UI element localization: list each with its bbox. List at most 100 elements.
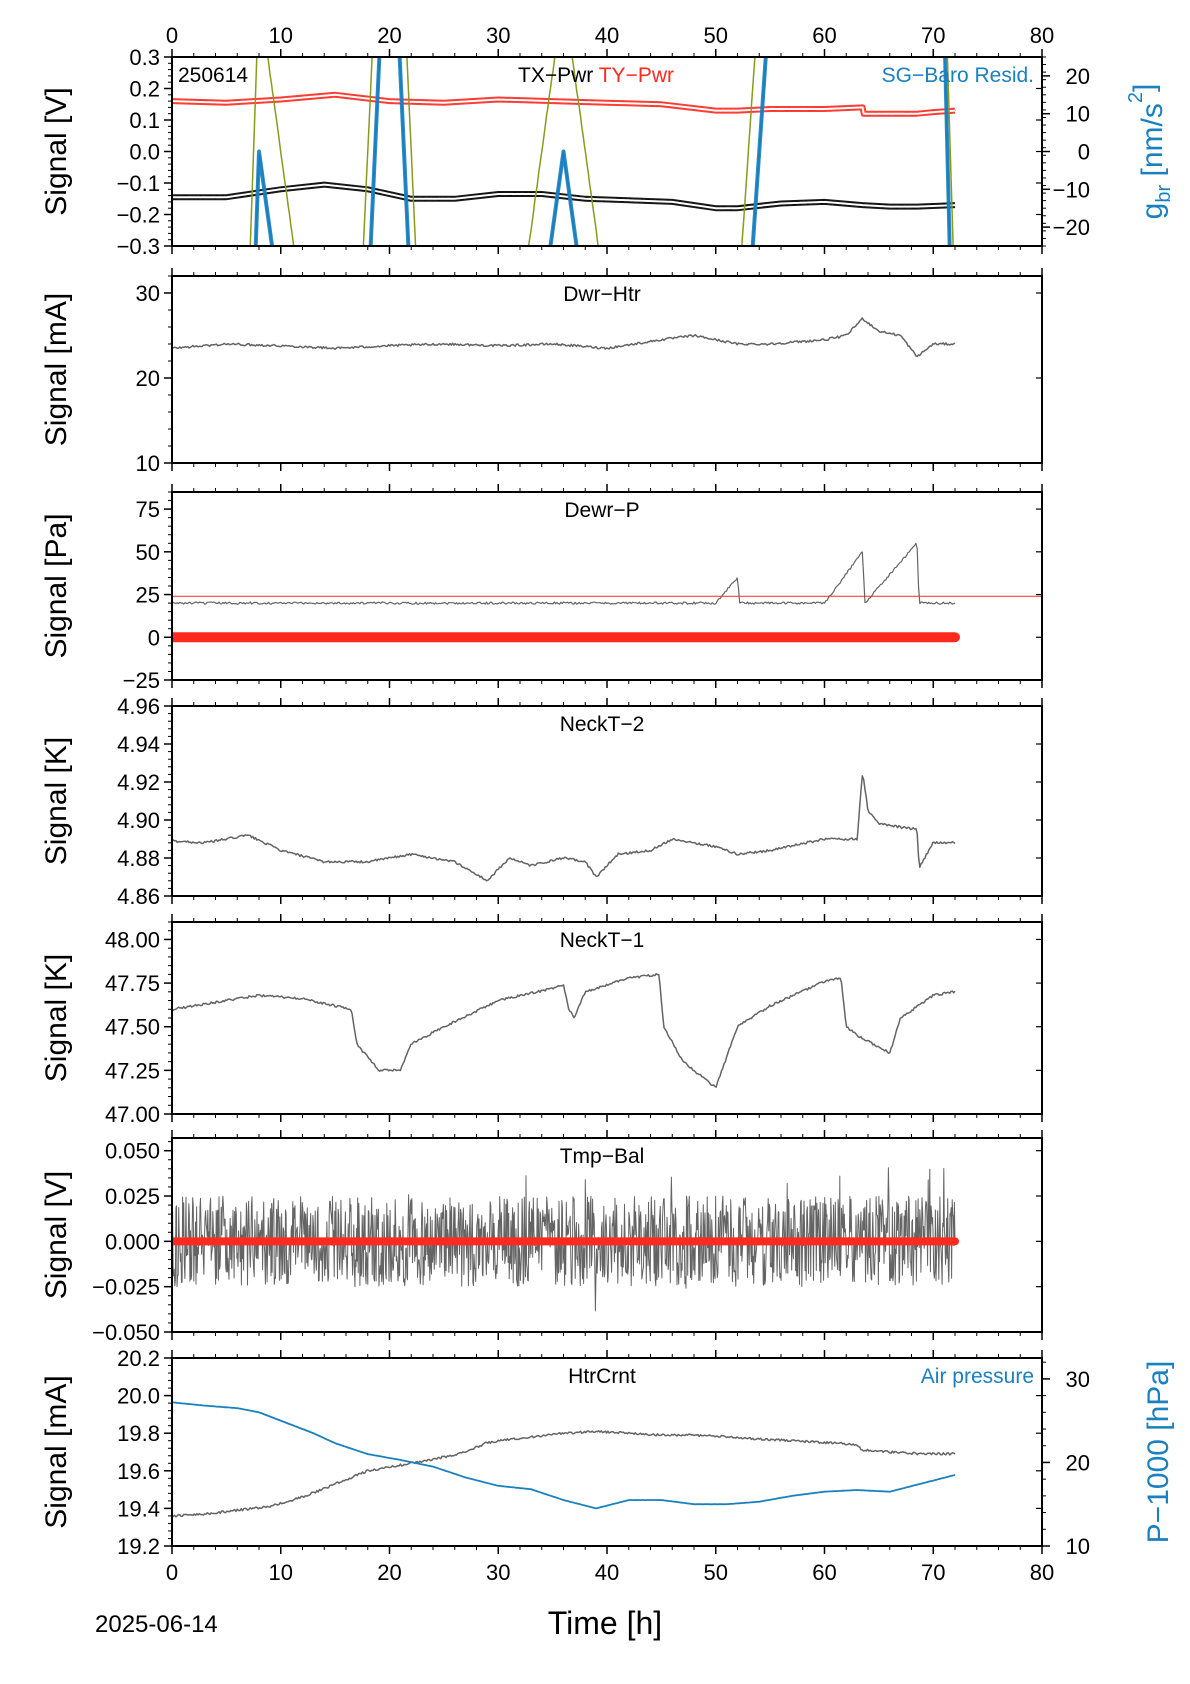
date-label: 2025-06-14 [95, 1611, 218, 1638]
y-tick-label: 19.8 [117, 1421, 160, 1446]
y-tick-label: 0.1 [129, 108, 160, 133]
plot-area [172, 542, 960, 643]
y-tick-label: 50 [136, 540, 160, 565]
series-line [172, 775, 956, 882]
y-tick-label: −0.3 [117, 234, 160, 259]
y2-tick-label: 30 [1066, 1367, 1090, 1392]
top-x-tick-label: 50 [704, 23, 728, 48]
y2-axis-label: P−1000 [hPa] [1142, 1361, 1175, 1544]
y-tick-label: 10 [136, 451, 160, 476]
top-x-tick-label: 40 [595, 23, 619, 48]
y2-axis-label: gbr [nm/s2] [1125, 84, 1175, 220]
y-tick-label: 0 [148, 625, 160, 650]
y-tick-label: 19.6 [117, 1459, 160, 1484]
panel-title: HtrCrnt [568, 1365, 636, 1388]
panel-7: 20.2 20.0 19.8 19.6 19.4 19.2 Signal [mA] HtrCr… [40, 1346, 1175, 1641]
x-tick-label: 20 [377, 1560, 401, 1585]
x-tick-label: 30 [486, 1560, 510, 1585]
panel-1: 0.3 0.2 0.1 0.0 −0.1 −0.2 −0.3 Signal [V] TX−Pwr… [40, 23, 1175, 259]
y-tick-label: 0.3 [129, 45, 160, 70]
y-tick-label: 47.50 [105, 1015, 160, 1040]
x-axis-label: Time [h] [548, 1605, 662, 1641]
y-tick-label: 30 [136, 281, 160, 306]
panel-title: TX−Pwr TY−Pwr [518, 64, 674, 87]
y2-label-part: br [1153, 185, 1175, 203]
y-axis-label: Signal [V] [40, 87, 73, 215]
series-line [172, 1401, 956, 1510]
y2-tick-label: −10 [1053, 177, 1090, 202]
panel-title: Dwr−Htr [563, 283, 641, 306]
plot-area [172, 1167, 959, 1312]
y-tick-label: −0.2 [117, 203, 160, 228]
plot-area [172, 775, 956, 882]
y2-tick-label: 0 [1078, 140, 1090, 165]
y2-tick-label: 20 [1066, 64, 1090, 89]
top-x-tick-label: 30 [486, 23, 510, 48]
top-x-tick-label: 60 [812, 23, 836, 48]
y-tick-label: 47.75 [105, 971, 160, 996]
y-tick-label: 0.025 [105, 1184, 160, 1209]
y-axis-label: Signal [K] [40, 954, 73, 1082]
panel-6: 0.050 0.025 0.000 −0.025 −0.050 Signal [V] Tmp… [40, 1130, 1043, 1345]
y-tick-label: 47.25 [105, 1058, 160, 1083]
x-tick-label: 80 [1030, 1560, 1054, 1585]
top-x-tick-label: 20 [377, 23, 401, 48]
y-tick-label: 4.92 [117, 770, 160, 795]
y-tick-label: 0.2 [129, 77, 160, 102]
series-fit [172, 183, 956, 210]
y-tick-label: 19.2 [117, 1534, 160, 1559]
y-tick-label: 20 [136, 366, 160, 391]
x-tick-label: 60 [812, 1560, 836, 1585]
y2-tick-label: −20 [1053, 215, 1090, 240]
panel-4: 4.96 4.94 4.92 4.90 4.88 4.86 Signal [K] NeckT−… [40, 694, 1043, 909]
y2-tick-label: 10 [1066, 102, 1090, 127]
y-axis-label: Signal [mA] [40, 1375, 73, 1528]
x-tick-label: 50 [704, 1560, 728, 1585]
y-tick-label: 0.050 [105, 1139, 160, 1164]
y-tick-label: −0.1 [117, 171, 160, 196]
y-tick-label: 0.0 [129, 140, 160, 165]
plot-area [172, 57, 956, 246]
y2-label-part: ] [1128, 84, 1161, 92]
y-tick-label: 47.00 [105, 1102, 160, 1127]
panel-5: 48.00 47.75 47.50 47.25 47.00 Signal [K] NeckT… [40, 914, 1043, 1127]
y-axis-label: Signal [Pa] [40, 513, 73, 658]
y-tick-label: −25 [123, 668, 160, 693]
series-line [172, 1430, 956, 1518]
y-tick-label: 75 [136, 497, 160, 522]
y-axis-label: Signal [K] [40, 737, 73, 865]
y-tick-label: 4.94 [117, 732, 160, 757]
y-tick-label: 4.88 [117, 846, 160, 871]
x-tick-label: 0 [166, 1560, 178, 1585]
series-fit [172, 93, 956, 115]
panel-title: Tmp−Bal [560, 1145, 645, 1168]
panel-title: NeckT−2 [560, 713, 645, 736]
y-tick-label: 0.000 [105, 1229, 160, 1254]
panel-3: 75 50 25 0 −25 Signal [Pa] Dewr−P [40, 484, 1043, 693]
top-x-tick-label: 80 [1030, 23, 1054, 48]
panel-title: Dewr−P [564, 499, 639, 522]
series-line [172, 1167, 956, 1312]
y2-tick-label: 10 [1066, 1534, 1090, 1559]
x-tick-label: 70 [921, 1560, 945, 1585]
series-line [172, 972, 956, 1088]
y-tick-label: 20.2 [117, 1346, 160, 1371]
y-tick-label: 19.4 [117, 1496, 160, 1521]
y2-label-part: g [1136, 203, 1169, 220]
right-series-label: Air pressure [921, 1365, 1034, 1388]
y-tick-label: 4.90 [117, 808, 160, 833]
y2-label-part: 2 [1125, 92, 1147, 103]
top-x-tick-label: 0 [166, 23, 178, 48]
y-tick-label: −0.050 [92, 1320, 160, 1345]
plot-area [172, 317, 956, 358]
panel-2: 30 20 10 Signal [mA] Dwr−Htr [40, 268, 1043, 476]
top-x-tick-label: 70 [921, 23, 945, 48]
x-tick-label: 40 [595, 1560, 619, 1585]
y-tick-label: 4.96 [117, 694, 160, 719]
panel-id-label: 250614 [178, 64, 248, 87]
y-tick-label: 20.0 [117, 1384, 160, 1409]
right-series-label: SG−Baro Resid. [882, 64, 1034, 87]
y-tick-label: 48.00 [105, 927, 160, 952]
y-tick-label: −0.025 [92, 1275, 160, 1300]
